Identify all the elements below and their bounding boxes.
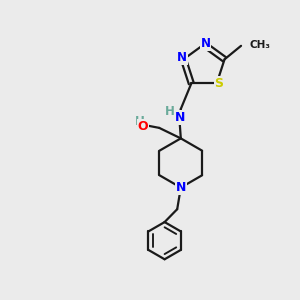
Text: H: H (135, 115, 145, 128)
Text: CH₃: CH₃ (249, 40, 270, 50)
Text: O: O (138, 120, 148, 133)
Text: N: N (175, 112, 185, 124)
Text: N: N (177, 51, 187, 64)
Text: N: N (176, 181, 186, 194)
Text: H: H (165, 106, 175, 118)
Text: S: S (214, 77, 224, 90)
Text: N: N (200, 37, 211, 50)
